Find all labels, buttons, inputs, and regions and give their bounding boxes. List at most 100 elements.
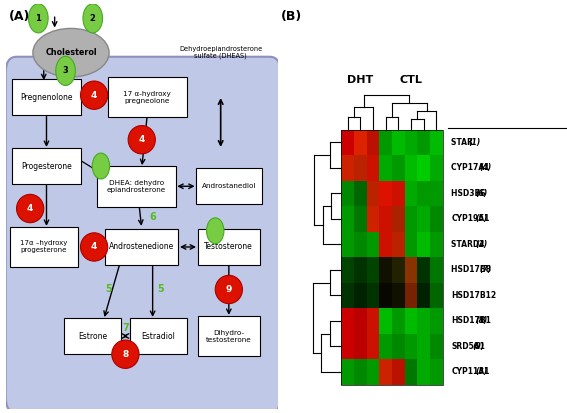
Bar (379, 232, 392, 257)
Bar (379, 282, 392, 308)
Bar (354, 359, 367, 385)
Text: (2): (2) (476, 240, 488, 249)
Text: (A): (A) (9, 10, 29, 23)
Text: 4: 4 (138, 135, 145, 144)
Text: Androstenedione: Androstenedione (109, 242, 175, 252)
Bar (367, 130, 379, 155)
Text: Dihydro-
testosterone: Dihydro- testosterone (206, 330, 252, 342)
Text: 1: 1 (35, 14, 41, 23)
Bar (354, 130, 367, 155)
Bar (417, 334, 430, 359)
FancyBboxPatch shape (197, 316, 260, 356)
Bar (405, 130, 417, 155)
Bar (430, 334, 443, 359)
Text: DHEA: dehydro
epiandrosterone: DHEA: dehydro epiandrosterone (107, 180, 166, 193)
Circle shape (92, 153, 109, 179)
Bar (430, 180, 443, 206)
Bar (341, 257, 354, 282)
Bar (354, 155, 367, 180)
Text: 3: 3 (63, 66, 69, 76)
Bar (417, 155, 430, 180)
Bar (405, 257, 417, 282)
Text: (6): (6) (476, 189, 488, 198)
Bar (392, 257, 405, 282)
Text: 4: 4 (27, 204, 33, 213)
Bar (354, 308, 367, 334)
Bar (354, 180, 367, 206)
Text: (B): (B) (281, 10, 302, 23)
Text: 5: 5 (105, 285, 112, 294)
Bar (354, 206, 367, 232)
Text: CYP17A1: CYP17A1 (451, 164, 493, 172)
Text: Androstanediol: Androstanediol (202, 183, 256, 189)
Bar (354, 257, 367, 282)
Bar (405, 232, 417, 257)
Ellipse shape (128, 126, 155, 154)
Text: STAR: STAR (451, 138, 476, 147)
Bar (367, 232, 379, 257)
Ellipse shape (215, 275, 243, 304)
Text: Cholesterol: Cholesterol (45, 48, 97, 57)
Ellipse shape (81, 81, 108, 109)
Bar (379, 334, 392, 359)
Bar (405, 180, 417, 206)
Bar (341, 359, 354, 385)
FancyBboxPatch shape (10, 227, 78, 267)
Text: DHT: DHT (348, 75, 374, 85)
Bar (379, 155, 392, 180)
Text: 7: 7 (122, 323, 129, 333)
Bar (430, 308, 443, 334)
Text: 5: 5 (158, 285, 164, 294)
Text: SRD5A1: SRD5A1 (451, 342, 485, 351)
FancyBboxPatch shape (97, 166, 176, 206)
Bar (417, 308, 430, 334)
Bar (341, 206, 354, 232)
Bar (430, 232, 443, 257)
Text: HSD3B6: HSD3B6 (451, 189, 488, 198)
Text: CYP19A1: CYP19A1 (451, 214, 490, 223)
Bar (430, 257, 443, 282)
Bar (417, 180, 430, 206)
Bar (379, 359, 392, 385)
Text: Testosterone: Testosterone (205, 242, 253, 252)
FancyBboxPatch shape (12, 79, 81, 115)
FancyBboxPatch shape (6, 57, 281, 413)
Bar (417, 130, 430, 155)
Bar (405, 155, 417, 180)
Bar (341, 180, 354, 206)
Bar (341, 130, 443, 385)
Text: 4: 4 (91, 91, 98, 100)
Bar (405, 308, 417, 334)
Text: (8): (8) (476, 316, 488, 325)
Ellipse shape (81, 233, 108, 261)
Bar (430, 155, 443, 180)
Ellipse shape (33, 28, 109, 77)
Bar (341, 282, 354, 308)
Bar (405, 282, 417, 308)
Bar (392, 334, 405, 359)
Bar (392, 180, 405, 206)
Bar (392, 308, 405, 334)
Text: Estradiol: Estradiol (141, 332, 175, 340)
Text: 9: 9 (226, 285, 232, 294)
Ellipse shape (112, 340, 139, 368)
Bar (405, 359, 417, 385)
Circle shape (206, 218, 224, 244)
Bar (417, 359, 430, 385)
FancyBboxPatch shape (105, 229, 179, 265)
Circle shape (56, 56, 75, 85)
Circle shape (83, 4, 103, 33)
FancyBboxPatch shape (196, 168, 261, 204)
FancyBboxPatch shape (129, 318, 187, 354)
Bar (367, 180, 379, 206)
Bar (430, 206, 443, 232)
Bar (379, 308, 392, 334)
Text: 2: 2 (90, 14, 96, 23)
Bar (367, 308, 379, 334)
Ellipse shape (16, 195, 44, 223)
Bar (379, 257, 392, 282)
Text: HSD17B1: HSD17B1 (451, 316, 491, 325)
Bar (367, 334, 379, 359)
Text: CTL: CTL (400, 75, 422, 85)
Text: 6: 6 (149, 211, 156, 222)
